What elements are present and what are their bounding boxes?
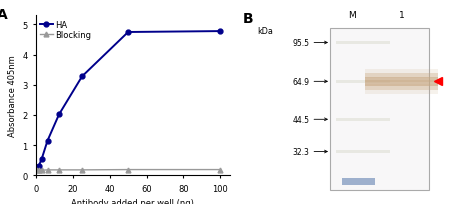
Bar: [336, 150, 390, 153]
Blocking: [56, 169, 62, 171]
Bar: [365, 81, 438, 91]
HA: [39, 158, 45, 160]
Bar: [342, 178, 375, 185]
Bar: [336, 118, 390, 121]
Bar: [336, 80, 390, 84]
Blocking: [39, 169, 45, 172]
HA: [79, 76, 85, 78]
HA: [35, 166, 40, 168]
Text: 64.9: 64.9: [292, 78, 309, 86]
Line: HA: HA: [35, 30, 223, 170]
Bar: [330, 29, 429, 190]
Text: 44.5: 44.5: [292, 115, 309, 124]
Blocking: [126, 169, 131, 171]
Bar: [365, 70, 438, 79]
Text: 1: 1: [399, 11, 405, 20]
Blocking: [79, 169, 85, 171]
Text: kDa: kDa: [257, 27, 273, 36]
Text: A: A: [0, 8, 8, 22]
HA: [36, 165, 41, 167]
Text: 32.3: 32.3: [292, 147, 309, 156]
Y-axis label: Absorbance 405nm: Absorbance 405nm: [8, 55, 17, 136]
Text: 95.5: 95.5: [292, 39, 309, 48]
Bar: [365, 73, 438, 83]
Bar: [365, 77, 438, 87]
Legend: HA, Blocking: HA, Blocking: [40, 20, 91, 40]
Blocking: [45, 169, 50, 171]
Blocking: [35, 169, 40, 171]
Blocking: [218, 169, 223, 171]
HA: [45, 140, 50, 142]
Blocking: [36, 169, 41, 171]
Bar: [336, 42, 390, 45]
X-axis label: Antibody added per well (ng): Antibody added per well (ng): [71, 198, 194, 204]
Text: B: B: [243, 12, 254, 26]
HA: [56, 114, 62, 116]
HA: [218, 31, 223, 33]
Bar: [365, 85, 438, 94]
Line: Blocking: Blocking: [35, 167, 223, 173]
HA: [126, 32, 131, 34]
Text: M: M: [348, 11, 356, 20]
